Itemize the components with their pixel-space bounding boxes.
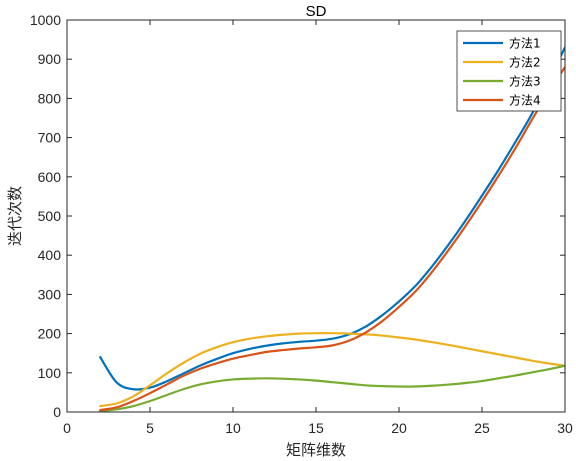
y-axis-label: 迭代次数 xyxy=(6,186,24,246)
series-lines xyxy=(99,46,565,412)
legend-label-2: 方法2 xyxy=(509,55,541,70)
ticks-layer: 0 5 10 15 20 25 300100200300400500600700800900… xyxy=(30,12,573,436)
x-axis-label: 矩阵维数 xyxy=(286,441,346,459)
series-line-1 xyxy=(99,46,565,391)
y-tick-label: 100 xyxy=(38,365,62,381)
x-tick-label: 0 xyxy=(63,420,71,436)
x-tick-label: 5 xyxy=(146,420,154,436)
series-line-3 xyxy=(99,364,565,412)
x-tick-label: 10 xyxy=(225,420,241,436)
y-tick-label: 600 xyxy=(38,169,62,185)
legend-box xyxy=(456,30,562,112)
y-tick-label: 1000 xyxy=(30,12,61,28)
y-tick-label: 200 xyxy=(38,326,62,342)
x-tick-label: 15 xyxy=(308,420,324,436)
y-tick-label: 800 xyxy=(38,90,62,106)
series-line-4 xyxy=(99,65,565,412)
series-line-2 xyxy=(99,332,565,408)
y-tick-label: 0 xyxy=(53,404,61,420)
x-tick-label: 30 xyxy=(557,420,573,436)
legend-label-1: 方法1 xyxy=(509,36,541,51)
legend-label-3: 方法3 xyxy=(509,74,541,89)
chart-title: SD xyxy=(306,3,327,20)
y-tick-label: 500 xyxy=(38,208,62,224)
y-tick-label: 400 xyxy=(38,247,62,263)
series-layer xyxy=(99,46,565,412)
y-tick-label: 700 xyxy=(38,130,62,146)
x-tick-label: 20 xyxy=(391,420,407,436)
legend-label-4: 方法4 xyxy=(509,93,541,108)
y-tick-label: 900 xyxy=(38,51,62,67)
x-tick-label: 25 xyxy=(474,420,490,436)
y-tick-label: 300 xyxy=(38,286,62,302)
legend: 方法1 方法2 方法3 方法4 xyxy=(456,30,562,112)
